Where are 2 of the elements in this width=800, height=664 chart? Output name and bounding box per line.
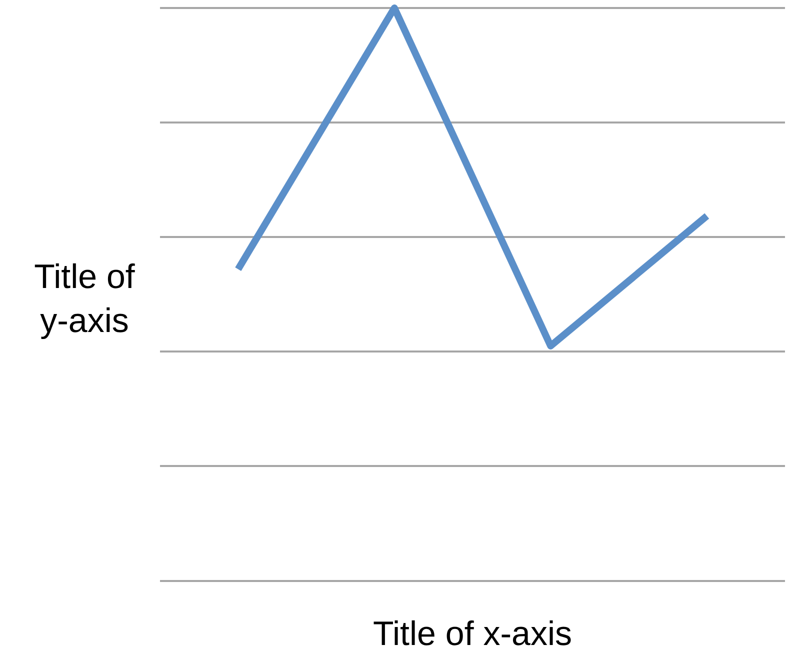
x-axis-title: Title of x-axis <box>372 614 572 653</box>
y-axis-title: Title of y-axis <box>33 257 136 342</box>
